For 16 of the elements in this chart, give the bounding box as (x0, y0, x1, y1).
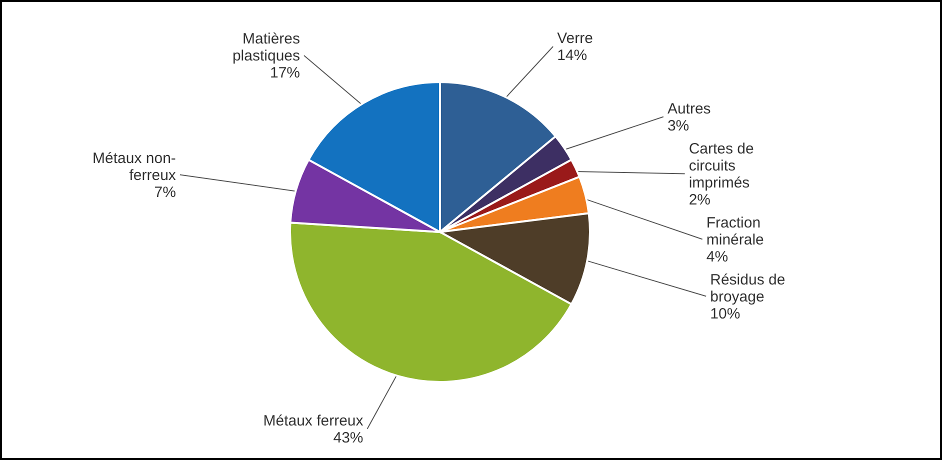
slice-label: Métaux ferreux (263, 412, 364, 430)
data-label: 2% (688, 191, 711, 208)
data-label: 3% (667, 117, 690, 134)
data-label: 17% (270, 64, 300, 82)
data-label: 10% (710, 305, 740, 322)
slice-label: Métaux non-ferreux (92, 150, 176, 184)
slice-label: Verre (557, 30, 593, 48)
data-label: 4% (706, 248, 728, 266)
data-label: 43% (333, 429, 364, 446)
slice-label: Fraction minérale (706, 214, 764, 248)
data-label: 7% (154, 184, 176, 201)
data-label: 14% (557, 47, 588, 64)
slice-label: Cartes de circuits imprimés (688, 140, 754, 192)
slice-label: Résidus de broyage (710, 271, 786, 306)
slice-label: Matières plastiques (232, 30, 300, 65)
slice-label: Autres (667, 100, 711, 118)
